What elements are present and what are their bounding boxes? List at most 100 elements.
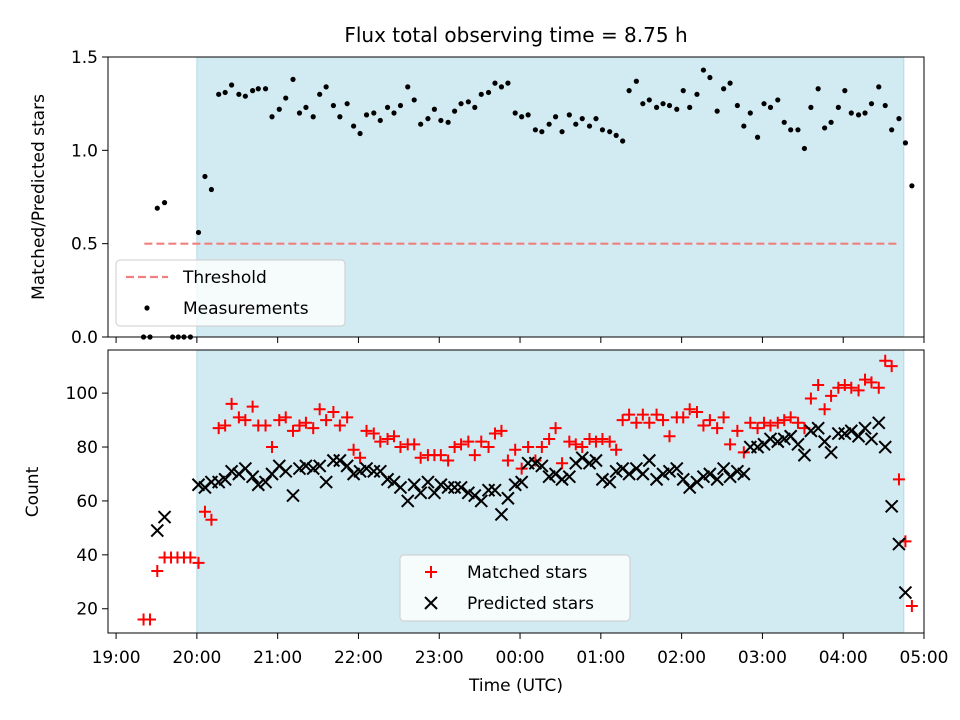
predicted-point (413, 486, 428, 500)
measurement-point (674, 106, 680, 112)
matched-point (360, 424, 373, 437)
matched-point (636, 408, 649, 421)
measurement-point (586, 123, 593, 129)
legend-measurements-swatch (144, 305, 150, 311)
matched-point (683, 403, 696, 416)
measurement-point (781, 119, 787, 125)
predicted-point (642, 453, 657, 468)
measurement-point (828, 119, 834, 125)
measurement-point (599, 127, 606, 133)
predicted-point (251, 478, 265, 492)
measurement-point (626, 88, 632, 94)
matched-point (509, 443, 522, 456)
measurement-point (761, 101, 767, 107)
measurement-point (478, 91, 484, 97)
measurement-point (195, 229, 202, 236)
matched-point (279, 411, 292, 424)
matched-point (144, 613, 157, 626)
x-tick-label: 21:00 (253, 648, 302, 668)
matched-point (703, 414, 716, 427)
measurement-point (552, 114, 559, 120)
predicted-point (474, 494, 488, 508)
predicted-point (710, 472, 724, 487)
matched-point (205, 513, 218, 526)
measurement-point (613, 132, 619, 138)
predicted-point (811, 421, 825, 435)
figure-title: Flux total observing time = 8.75 h (344, 23, 687, 47)
matched-point (219, 419, 232, 432)
matched-point (771, 416, 784, 429)
measurement-point (775, 97, 781, 103)
matched-point (663, 430, 676, 443)
measurement-point (882, 102, 888, 109)
legend-matched-label: Matched stars (467, 563, 587, 583)
count-panel: 20 40 60 80 100 19:00 20:00 21:00 22:00 23:00 00:… (23, 349, 949, 696)
matched-point (543, 432, 556, 445)
measurement-point (822, 125, 828, 131)
measurement-point (377, 117, 383, 124)
measurement-point (222, 89, 228, 96)
predicted-point (359, 461, 374, 476)
predicted-point (340, 459, 354, 473)
measurement-point (566, 112, 572, 118)
measurement-point (666, 102, 673, 109)
measurement-point (236, 91, 242, 97)
count-x-ticks: 19:00 20:00 21:00 22:00 23:00 00:00 01:00 02:00… (92, 633, 949, 668)
matched-point (535, 441, 548, 454)
measurement-point (646, 97, 652, 103)
matched-point (468, 449, 481, 462)
measurement-point (451, 108, 458, 114)
predicted-point (150, 523, 164, 538)
measurement-point (492, 80, 498, 86)
measurement-point (835, 104, 841, 110)
matched-point (818, 403, 831, 416)
matched-point (859, 373, 872, 386)
matched-point (717, 411, 730, 424)
predicted-point (319, 475, 333, 489)
predicted-point (286, 488, 300, 503)
matched-point (246, 400, 259, 413)
matched-point (259, 419, 272, 432)
matched-point (610, 443, 623, 456)
matched-point (630, 416, 643, 429)
measurement-point (337, 114, 343, 120)
measurement-point (747, 110, 753, 116)
predicted-point (662, 464, 677, 478)
matched-point (576, 441, 589, 454)
matched-point (589, 435, 602, 448)
predicted-point (447, 480, 462, 495)
measurement-point (653, 104, 660, 110)
count-y-axis: 20 40 60 80 100 (66, 384, 108, 620)
predicted-point (279, 464, 293, 478)
predicted-point (245, 469, 260, 484)
measurement-point (909, 183, 915, 189)
predicted-point (703, 467, 717, 481)
measurement-point (310, 114, 316, 120)
matched-point (198, 505, 211, 518)
measurement-point (546, 121, 552, 127)
predicted-point (817, 434, 832, 449)
matched-point (583, 432, 596, 445)
predicted-point (427, 486, 442, 500)
measurement-point (721, 86, 727, 92)
measurement-point (727, 80, 733, 86)
matched-point (462, 435, 475, 448)
legend-threshold-label: Threshold (182, 268, 267, 288)
x-tick-label: 02:00 (657, 648, 706, 668)
x-tick-label: 01:00 (576, 648, 625, 668)
matched-point (905, 600, 918, 613)
predicted-point (716, 461, 731, 476)
measurement-point (229, 82, 235, 88)
predicted-point (804, 424, 818, 438)
matched-point (239, 414, 252, 427)
predicted-point (575, 451, 589, 465)
measurement-point (411, 97, 417, 103)
measurement-point (276, 106, 282, 112)
ratio-y-axis: 0.0 0.5 1.0 1.5 (71, 48, 108, 348)
predicted-point (421, 475, 435, 489)
measurement-point (559, 129, 565, 135)
matched-point (408, 438, 421, 451)
matched-point (341, 411, 354, 424)
measurement-point (862, 110, 868, 116)
measurement-point (680, 88, 686, 94)
